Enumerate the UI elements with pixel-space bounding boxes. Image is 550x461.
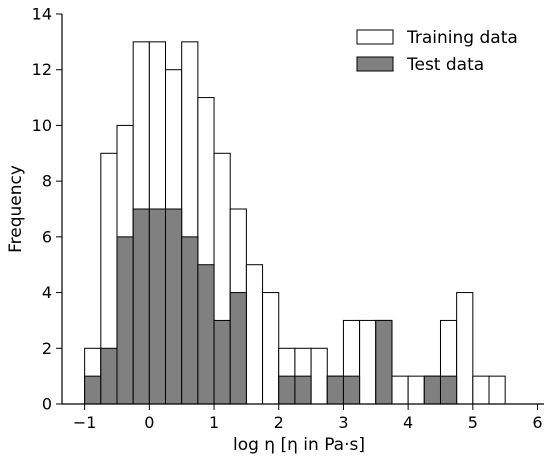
legend-label-test: Test data [406,55,484,75]
test-bar [375,319,393,405]
y-tick-label: 0 [42,395,52,414]
test-bar [181,236,199,405]
y-tick-label: 4 [42,283,52,302]
y-tick-label: 2 [42,339,52,358]
legend-swatch-test [356,56,394,72]
training-bar [359,319,377,405]
test-bar [278,375,296,405]
y-tick-label: 6 [42,227,52,246]
x-tick-label: 5 [468,413,478,432]
y-tick-label: 12 [32,60,52,79]
y-tick-label: 8 [42,172,52,191]
test-bar [116,236,134,405]
x-tick-label: 4 [403,413,413,432]
legend: Training data Test data [356,28,518,75]
test-bar [148,208,167,405]
training-bar [472,375,490,405]
x-tick-label: 1 [209,413,219,432]
x-tick-label: 3 [338,413,348,432]
legend-swatch-training [356,29,394,45]
test-bar [439,375,458,405]
test-bar [342,375,361,405]
test-bar [213,319,231,405]
y-axis-label: Frequency [6,165,26,253]
x-tick-label: −1 [73,413,97,432]
test-bars [84,208,458,405]
test-bar [326,375,344,405]
training-bar [262,292,280,405]
training-bar [488,375,506,405]
x-axis-label: log η [η in Pa·s] [233,435,365,455]
test-bar [132,208,150,405]
training-bar [456,292,474,405]
x-tick-label: 2 [274,413,284,432]
test-bar [84,375,102,405]
axes [61,14,544,405]
training-bar [310,347,328,405]
test-bar [165,208,183,405]
x-tick-label: 0 [144,413,154,432]
test-bar [197,264,215,405]
test-bar [423,375,441,405]
test-bar [229,292,247,405]
y-tick-label: 14 [32,5,52,24]
training-bar [245,264,264,405]
x-tick-label: 6 [532,413,542,432]
test-bar [294,375,312,405]
training-bar [391,375,409,405]
training-bar [407,375,425,405]
y-tick-label: 10 [32,116,52,135]
legend-label-training: Training data [406,28,518,48]
test-bar [100,347,118,405]
